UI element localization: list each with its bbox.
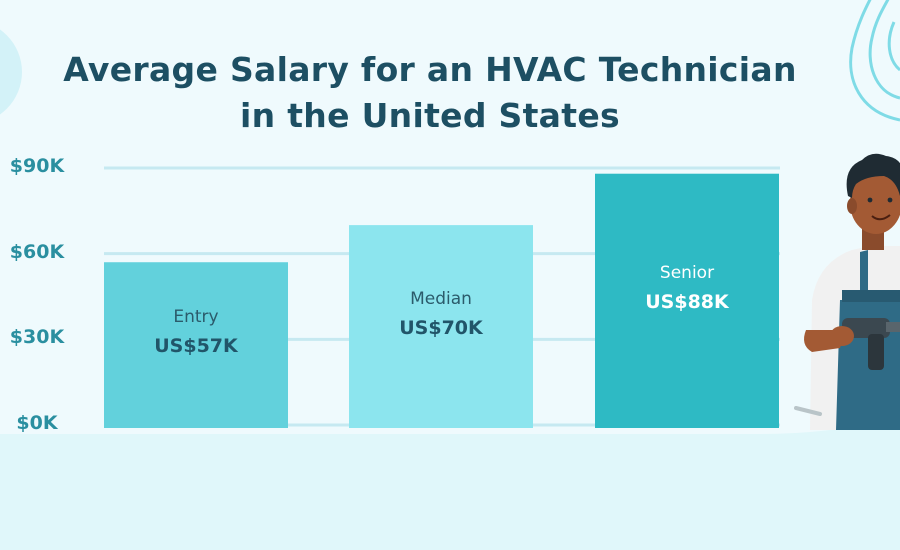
y-tick-label: $0K	[16, 412, 58, 434]
bar-value-label: US$70K	[399, 316, 483, 339]
chart-title-line-2: in the United States	[240, 96, 620, 135]
y-tick-label: $90K	[9, 155, 65, 177]
technician-illustration	[794, 153, 900, 430]
bar-median	[349, 225, 533, 428]
footer-band	[0, 418, 900, 550]
bar-category-label: Entry	[173, 307, 219, 328]
chart-bars	[104, 173, 779, 428]
y-tick-label: $30K	[9, 326, 65, 349]
bar-senior	[595, 173, 779, 428]
decor-loops-icon	[849, 0, 900, 122]
bar-value-label: US$88K	[645, 290, 729, 313]
bar-value-label: US$57K	[154, 335, 238, 358]
y-tick-label: $60K	[9, 240, 65, 263]
bar-category-label: Senior	[659, 262, 715, 283]
bar-category-label: Median	[410, 288, 472, 309]
bar-entry	[104, 262, 288, 428]
chart-title-line-1: Average Salary for an HVAC Technician	[63, 50, 797, 89]
decor-circle-left	[0, 29, 22, 115]
